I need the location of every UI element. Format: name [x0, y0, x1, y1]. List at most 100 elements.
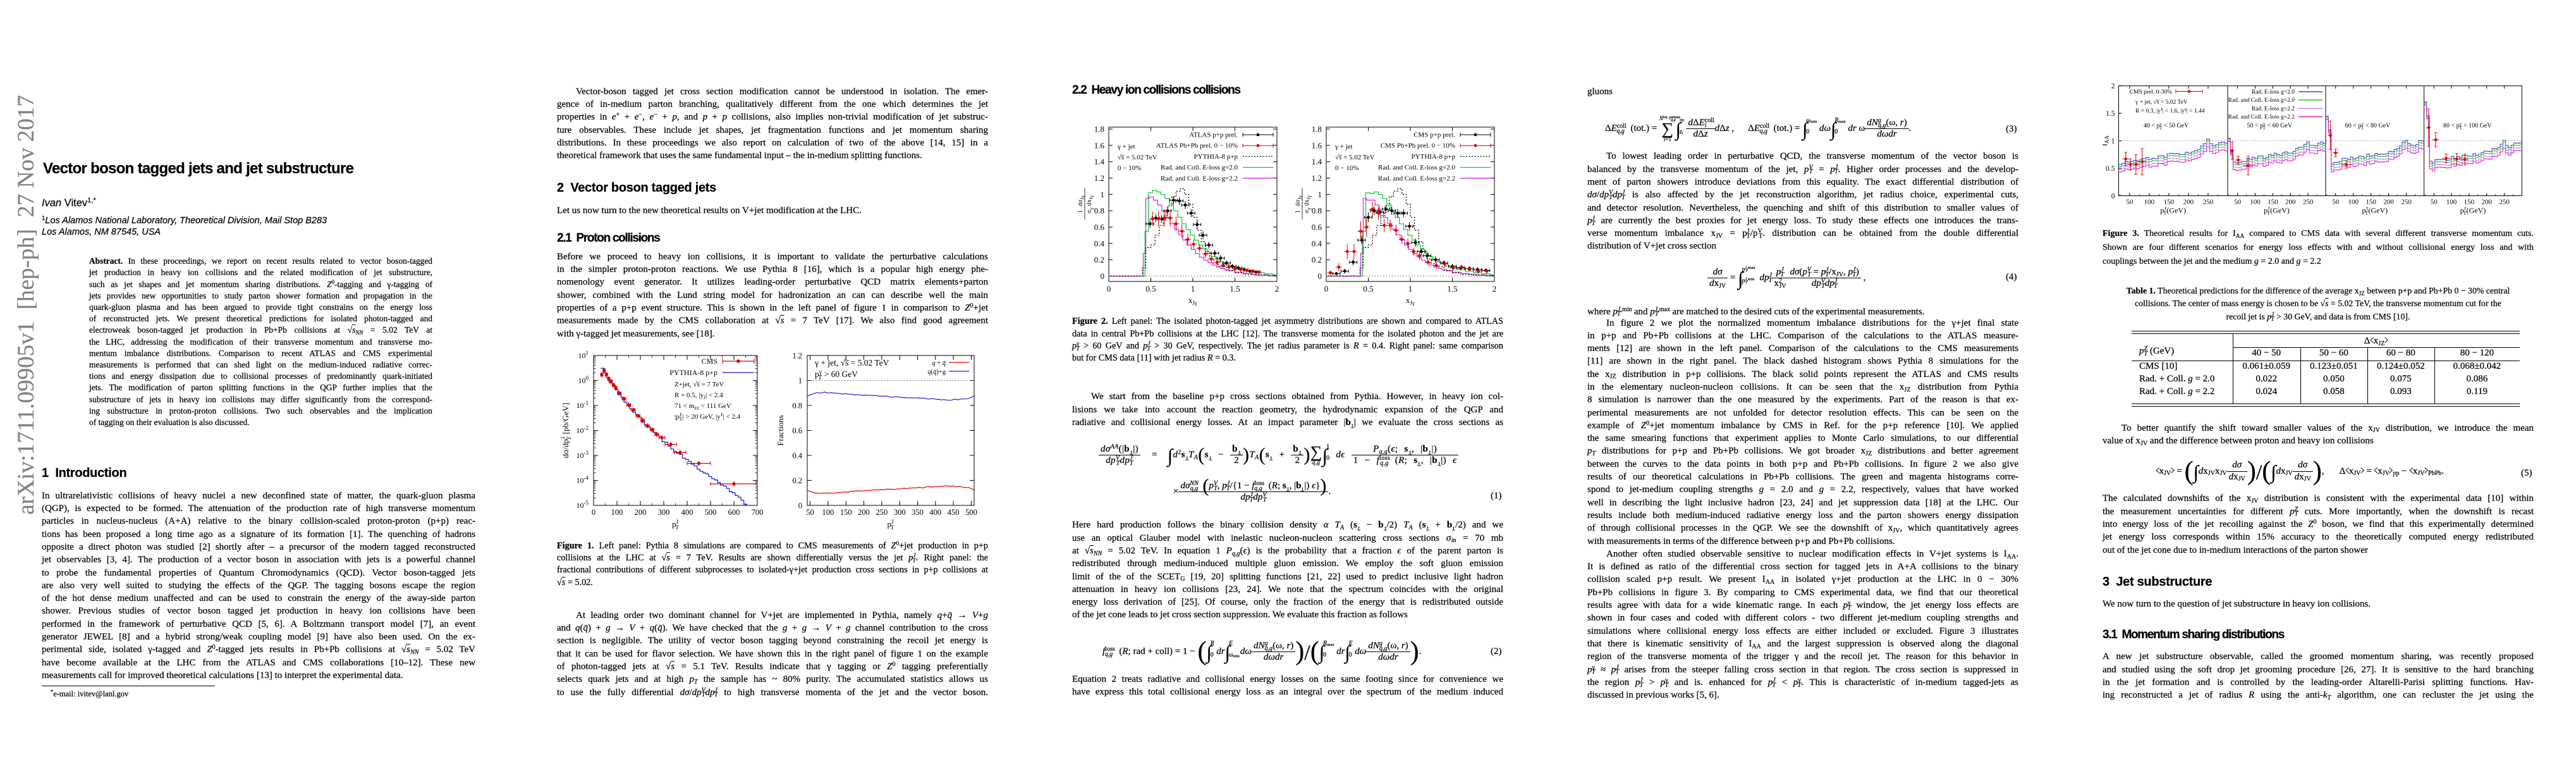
svg-text:50: 50: [2332, 199, 2340, 206]
svg-text:50: 50: [2431, 199, 2438, 206]
svg-text:0: 0: [1101, 271, 1105, 281]
svg-text:200: 200: [2285, 199, 2296, 206]
svg-text:ATLAS Pb+Pb prel. 0 − 10%: ATLAS Pb+Pb prel. 0 − 10%: [1156, 142, 1238, 150]
svg-text:CMS Pb+Pb prel. 0 − 10%: CMS Pb+Pb prel. 0 − 10%: [1381, 142, 1455, 150]
svg-text:0 − 10%: 0 − 10%: [1118, 164, 1141, 172]
svg-text:1.4: 1.4: [1094, 157, 1105, 166]
svg-text:1: 1: [1408, 284, 1413, 293]
svg-text:pJT: pJ T: [887, 519, 894, 531]
svg-text:0.8: 0.8: [1094, 206, 1104, 216]
svg-text:xJγ: xJγ: [1406, 296, 1415, 306]
svg-text:400: 400: [681, 508, 693, 517]
svg-text:1: 1: [798, 376, 802, 385]
svg-text:150: 150: [2164, 199, 2175, 206]
svg-text:Rad. E-loss g=2.2: Rad. E-loss g=2.2: [2252, 106, 2295, 112]
svg-text:√s̅ = 5.02 TeV: √s̅ = 5.02 TeV: [1118, 154, 1157, 161]
svg-text:50: 50: [2234, 199, 2242, 206]
svg-text:60 < pγT < 80 GeV: 60 < pγ T < 80 GeV: [2345, 121, 2391, 131]
svg-text:Rad. and Coll. E-loss g=2.2: Rad. and Coll. E-loss g=2.2: [1378, 175, 1455, 182]
svg-text:0 − 10%: 0 − 10%: [1335, 164, 1358, 172]
svg-text:2: 2: [1275, 284, 1279, 293]
svg-text:R = 0.3, |yJ| < 1.6, |yγ| <: R = 0.3, |yJ| < 1.6, |yγ| < 1.44: [2135, 107, 2205, 114]
svg-text:450: 450: [948, 508, 960, 517]
svg-text:500: 500: [705, 508, 717, 517]
svg-text:0: 0: [1324, 284, 1329, 293]
svg-text:0.6: 0.6: [1094, 223, 1105, 232]
svg-text:100: 100: [2250, 199, 2261, 206]
svg-text:101: 101: [578, 350, 589, 360]
svg-text:1: 1: [1318, 190, 1322, 199]
svg-text:Z+jet, √s̅ = 7 TeV: Z+jet, √s̅ = 7 TeV: [675, 381, 724, 388]
svg-text:pJT(GeV): pJ T(GeV): [2160, 206, 2186, 216]
svg-text:CMS p+p prel.: CMS p+p prel.: [1413, 132, 1455, 139]
svg-text:1.5: 1.5: [1447, 284, 1457, 293]
svg-text:150: 150: [2268, 199, 2278, 206]
svg-text:dσ/dpJT [pb/GeV]: dσ/dpJT [pb/GeV]: [561, 403, 573, 459]
svg-text:xJγ: xJγ: [1188, 296, 1197, 306]
svg-text:1.4: 1.4: [1312, 157, 1322, 166]
svg-text:0: 0: [1318, 271, 1322, 281]
svg-text:ATLAS p+p prel.: ATLAS p+p prel.: [1189, 132, 1238, 139]
svg-text:CMS: CMS: [702, 357, 717, 366]
svg-text:0.4: 0.4: [1094, 238, 1105, 248]
svg-text:0.5: 0.5: [1363, 284, 1373, 293]
svg-text:Rad. and Coll. E-loss g=2.0: Rad. and Coll. E-loss g=2.0: [1161, 164, 1238, 171]
svg-text:0.6: 0.6: [792, 426, 802, 435]
svg-text:Rad. and Coll. E-loss g=2.2: Rad. and Coll. E-loss g=2.2: [1161, 175, 1238, 182]
svg-text:1.8: 1.8: [1094, 125, 1104, 134]
svg-text:1.6: 1.6: [1312, 140, 1322, 150]
svg-text:1: 1: [2111, 138, 2115, 145]
svg-text:γ + jet: γ + jet: [1117, 143, 1135, 151]
svg-text:γ + jet: γ + jet: [1334, 143, 1353, 151]
svg-text:80 < pγT < 100 GeV: 80 < pγ T < 100 GeV: [2443, 121, 2492, 131]
svg-text:q(q̄)+g: q(q̄)+g: [927, 369, 946, 376]
svg-text:σγdxJγ: σγdxJγ: [1303, 195, 1312, 213]
svg-text:40 < pγT < 50 GeV: 40 < pγ T < 50 GeV: [2144, 121, 2189, 131]
svg-text:100: 100: [578, 375, 589, 385]
svg-text:0: 0: [2111, 193, 2115, 201]
svg-text:1.8: 1.8: [1312, 125, 1322, 134]
svg-text:2: 2: [1492, 284, 1497, 293]
svg-text:300: 300: [658, 508, 670, 517]
svg-text:150: 150: [840, 508, 852, 517]
svg-text:σγdxJγ: σγdxJγ: [1086, 195, 1094, 213]
svg-text:700: 700: [752, 508, 764, 517]
svg-text:250: 250: [2303, 199, 2314, 206]
svg-text:600: 600: [728, 508, 740, 517]
svg-text:PYTHIA-8 p+p: PYTHIA-8 p+p: [1194, 153, 1238, 161]
svg-text:1.2: 1.2: [1094, 173, 1104, 183]
svg-text:200: 200: [858, 508, 870, 517]
svg-text:10-4: 10-4: [577, 475, 589, 485]
svg-text:100: 100: [822, 508, 834, 517]
svg-text:pJT(GeV): pJ T(GeV): [2264, 206, 2290, 216]
svg-text:Rad. E-loss g=2.0: Rad. E-loss g=2.0: [2252, 89, 2295, 96]
svg-text:1dσJγ: 1dσJγ: [1077, 195, 1085, 214]
svg-text:71 < mℓℓ < 111 GeV: 71 < mℓℓ < 111 GeV: [675, 402, 731, 411]
svg-text:250: 250: [2401, 199, 2412, 206]
svg-text:300: 300: [894, 508, 906, 517]
svg-text:q + q̄: q + q̄: [932, 360, 946, 367]
svg-text:0.2: 0.2: [1312, 255, 1322, 264]
svg-text:PYTHIA-8 p+p: PYTHIA-8 p+p: [1412, 153, 1456, 161]
svg-text:150: 150: [2365, 199, 2376, 206]
svg-text:1: 1: [1101, 190, 1105, 199]
svg-text:100: 100: [2348, 199, 2359, 206]
svg-text:250: 250: [876, 508, 888, 517]
svg-text:250: 250: [2499, 199, 2510, 206]
svg-text:50: 50: [2126, 199, 2133, 206]
svg-text:CMS prel. 0-30%: CMS prel. 0-30%: [2130, 89, 2172, 96]
svg-text:pJT(GeV): pJ T(GeV): [2460, 206, 2486, 216]
svg-text:0.4: 0.4: [792, 452, 802, 460]
svg-text:200: 200: [2481, 199, 2492, 206]
svg-text:50 < pγT < 60 GeV: 50 < pγ T < 60 GeV: [2247, 121, 2293, 131]
svg-text:0.5: 0.5: [1145, 284, 1156, 293]
svg-text:γ + jet, √s̅ = 5.02 TeV: γ + jet, √s̅ = 5.02 TeV: [2135, 99, 2188, 106]
svg-text:0: 0: [592, 508, 595, 517]
svg-text:100: 100: [2446, 199, 2457, 206]
svg-text:1.2: 1.2: [1312, 173, 1322, 183]
svg-text:Rad. and Coll. E-loss g=2.0: Rad. and Coll. E-loss g=2.0: [1378, 164, 1456, 171]
svg-text:1: 1: [1191, 284, 1195, 293]
svg-text:100: 100: [611, 508, 623, 517]
svg-text:150: 150: [2464, 199, 2475, 206]
svg-text:1.6: 1.6: [1094, 140, 1105, 150]
